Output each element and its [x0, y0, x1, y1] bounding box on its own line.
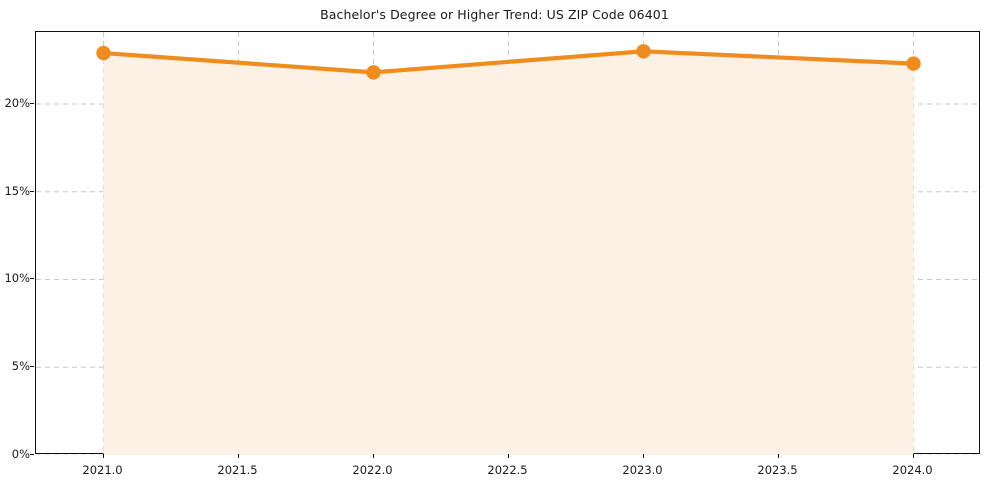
y-axis-tick-label: 15% — [4, 183, 30, 198]
y-axis-tick-label: 5% — [11, 359, 30, 374]
y-axis-tick-mark — [30, 102, 34, 104]
y-axis-tick-mark — [30, 190, 34, 192]
data-point-marker — [96, 45, 111, 61]
x-axis-tick-mark — [507, 454, 509, 458]
x-axis-tick-label: 2021.5 — [217, 463, 258, 477]
y-axis-tick-labels: 0% 5% 10% 15% 20% — [0, 31, 34, 461]
x-axis-tick-mark — [777, 454, 779, 458]
data-point-marker — [366, 65, 381, 80]
x-axis-tick-label: 2022.0 — [352, 463, 393, 477]
x-axis-tick-label: 2023.0 — [622, 463, 663, 477]
y-axis-tick-mark — [30, 454, 34, 455]
data-point-marker — [636, 44, 651, 59]
data-point-markers — [96, 44, 921, 80]
x-axis-tick-label: 2024.0 — [892, 463, 933, 477]
x-axis-tick-label: 2021.0 — [82, 463, 123, 477]
x-axis-tick-mark — [642, 454, 644, 458]
x-axis-tick-mark — [912, 454, 914, 458]
y-axis-tick-mark — [30, 366, 34, 368]
y-axis-tick-label: 0% — [11, 447, 30, 461]
data-point-marker — [906, 56, 921, 71]
series-line-path — [101, 49, 916, 75]
y-axis-tick-label: 10% — [4, 271, 30, 286]
x-axis-tick-labels: 2021.0 2021.5 2022.0 2022.5 2023.0 2023.5 2024… — [35, 454, 980, 484]
chart-title: Bachelor's Degree or Higher Trend: US ZI… — [320, 7, 669, 22]
x-axis-tick-label: 2023.5 — [757, 463, 798, 477]
x-axis-tick-mark — [102, 454, 104, 458]
x-axis-tick-mark — [237, 454, 239, 458]
area-fill-path — [103, 51, 914, 455]
plot-area — [35, 31, 981, 455]
y-axis-tick-label: 20% — [4, 95, 30, 110]
x-axis-tick-label: 2022.5 — [487, 463, 528, 477]
plot-svg — [36, 32, 981, 455]
y-axis-tick-mark — [30, 278, 34, 280]
x-axis-tick-mark — [372, 454, 374, 458]
